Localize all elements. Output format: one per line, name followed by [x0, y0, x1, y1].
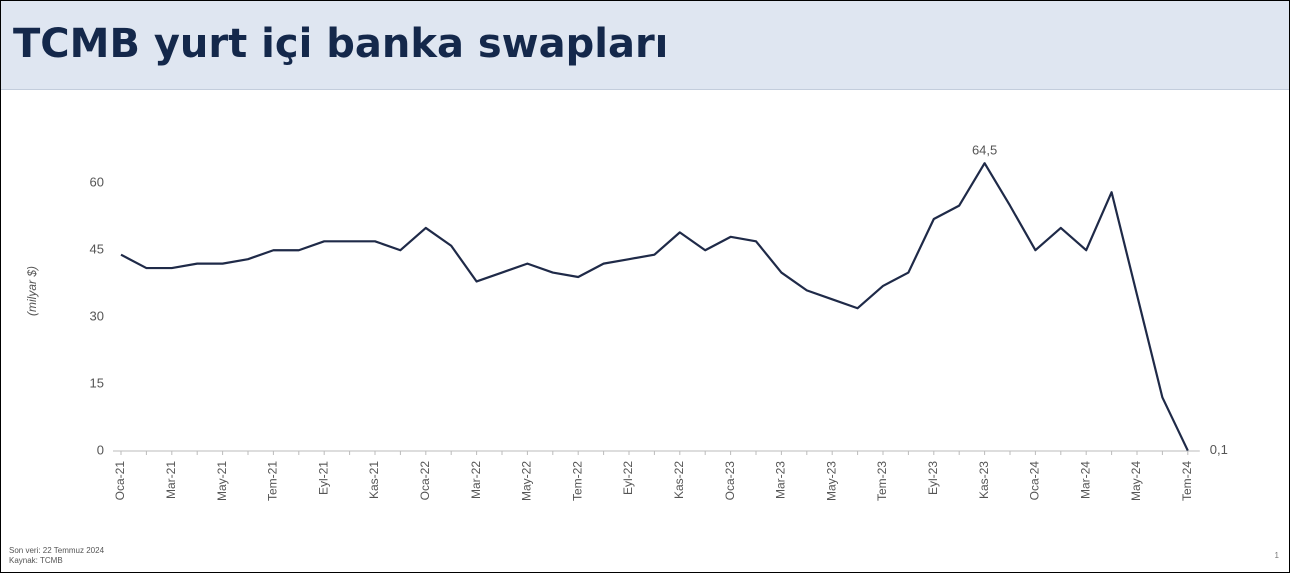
x-tick-label: Kas-23 [977, 461, 991, 499]
footer-note: Kaynak: TCMB [9, 556, 63, 565]
header-band [1, 1, 1289, 90]
x-tick-label: Eyl-21 [316, 461, 330, 495]
footer-note: Son veri: 22 Temmuz 2024 [9, 546, 105, 555]
x-tick-label: May-22 [520, 461, 534, 501]
page-number: 1 [1274, 551, 1279, 560]
x-tick-label: Oca-22 [418, 461, 432, 501]
y-tick-label: 45 [90, 242, 104, 257]
x-tick-label: Mar-24 [1078, 461, 1092, 499]
x-tick-label: Mar-23 [774, 461, 788, 499]
x-tick-label: Mar-22 [469, 461, 483, 499]
x-tick-label: Kas-21 [367, 461, 381, 499]
y-tick-label: 15 [90, 376, 104, 391]
x-tick-label: Tem-24 [1180, 461, 1194, 501]
x-tick-label: Oca-23 [723, 461, 737, 501]
y-tick-label: 30 [90, 309, 104, 324]
slide-title: TCMB yurt içi banka swapları [13, 21, 669, 67]
data-label: 64,5 [972, 143, 997, 158]
x-tick-label: Eyl-22 [621, 461, 635, 495]
data-label: 0,1 [1210, 442, 1228, 457]
x-tick-label: May-24 [1129, 461, 1143, 501]
x-tick-label: Oca-24 [1028, 461, 1042, 501]
x-tick-label: Tem-22 [570, 461, 584, 501]
x-tick-label: Oca-21 [113, 461, 127, 501]
x-tick-label: Tem-21 [266, 461, 280, 501]
x-tick-label: Mar-21 [164, 461, 178, 499]
x-tick-label: May-21 [215, 461, 229, 501]
y-tick-label: 60 [90, 175, 104, 190]
y-tick-label: 0 [97, 442, 104, 457]
x-tick-label: Kas-22 [672, 461, 686, 499]
footer-notes: Son veri: 22 Temmuz 2024 Kaynak: TCMB [9, 546, 104, 566]
line-series [120, 162, 1189, 452]
x-tick-label: Tem-23 [875, 461, 889, 501]
x-tick-label: Eyl-23 [926, 461, 940, 495]
x-tick-label: May-23 [824, 461, 838, 501]
y-axis-label: (milyar $) [25, 266, 39, 316]
